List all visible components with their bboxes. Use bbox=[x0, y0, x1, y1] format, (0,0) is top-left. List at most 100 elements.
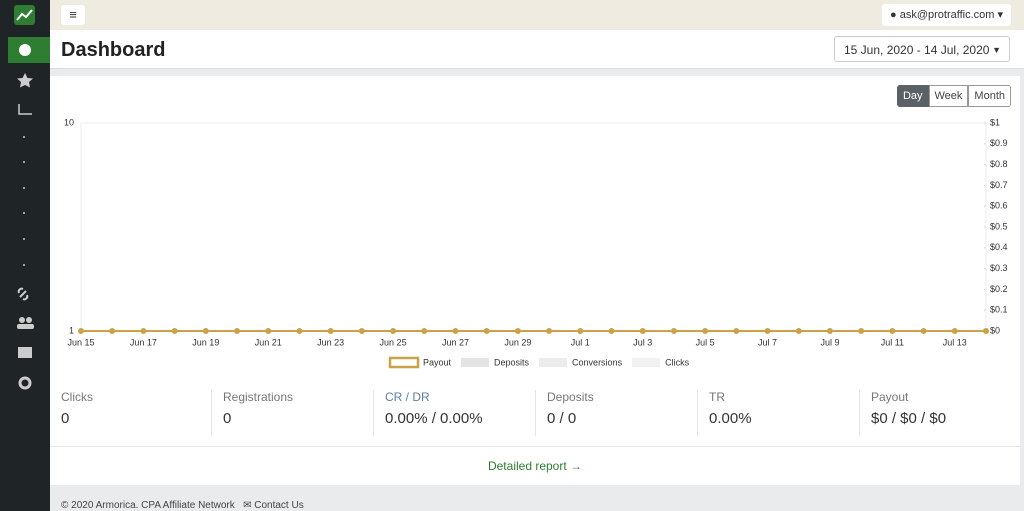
legend-swatch bbox=[461, 358, 490, 367]
nav-ads[interactable] bbox=[18, 347, 32, 358]
stat: Clicks 0 bbox=[50, 390, 212, 436]
y2-tick-label: $0.1 bbox=[990, 305, 1008, 315]
x-tick-label: Jun 27 bbox=[442, 337, 469, 347]
legend-label: Payout bbox=[423, 357, 452, 367]
data-point bbox=[109, 328, 116, 334]
data-point bbox=[889, 328, 896, 334]
data-point bbox=[826, 328, 833, 334]
data-point bbox=[546, 328, 553, 334]
x-tick-label: Jun 29 bbox=[504, 337, 531, 347]
data-point bbox=[920, 328, 927, 334]
title-bar: Dashboard 15 Jun, 2020 - 14 Jul, 2020 ▼ bbox=[50, 30, 1024, 69]
data-point bbox=[639, 328, 646, 334]
data-point bbox=[296, 328, 303, 334]
data-point bbox=[358, 328, 365, 334]
stat-label: Registrations bbox=[223, 390, 294, 404]
y2-tick-label: $0.4 bbox=[990, 242, 1008, 252]
nav-settings[interactable] bbox=[18, 376, 32, 390]
data-point bbox=[171, 328, 178, 334]
contact-link[interactable]: Contact Us bbox=[254, 500, 304, 511]
data-point bbox=[234, 328, 241, 334]
sidebar bbox=[0, 0, 50, 511]
stat: Deposits 0 / 0 bbox=[536, 390, 698, 436]
data-point bbox=[390, 328, 397, 334]
legend-swatch bbox=[539, 358, 568, 367]
topbar: ≡ ● ask@protraffic.com ▾ bbox=[50, 0, 1024, 30]
y-tick-label: 10 bbox=[64, 117, 74, 127]
page-title: Dashboard bbox=[61, 39, 166, 61]
legend-swatch bbox=[388, 356, 420, 369]
data-point bbox=[327, 328, 334, 334]
x-tick-label: Jun 25 bbox=[380, 337, 407, 347]
x-tick-label: Jun 15 bbox=[67, 337, 94, 347]
data-point bbox=[483, 328, 490, 334]
data-point bbox=[514, 328, 521, 334]
copyright: © 2020 Armorica. CPA Affiliate Network bbox=[61, 500, 235, 511]
period-button[interactable]: Day bbox=[896, 85, 929, 107]
data-point bbox=[983, 328, 989, 334]
data-point bbox=[670, 328, 677, 334]
data-point bbox=[951, 328, 958, 334]
data-point bbox=[421, 328, 428, 334]
y2-tick-label: $0.2 bbox=[990, 284, 1008, 294]
x-tick-label: Jul 7 bbox=[758, 337, 777, 347]
stat: Payout $0 / $0 / $0 bbox=[860, 390, 1021, 436]
stat-value: 0 bbox=[61, 410, 70, 427]
data-point bbox=[733, 328, 740, 334]
stat: TR 0.00% bbox=[698, 390, 860, 436]
x-tick-label: Jul 13 bbox=[943, 337, 967, 347]
data-point bbox=[265, 328, 272, 334]
data-point bbox=[764, 328, 771, 334]
data-point bbox=[608, 328, 615, 334]
y-tick-label: 1 bbox=[69, 325, 74, 335]
footer: © 2020 Armorica. CPA Affiliate Network ✉… bbox=[61, 500, 304, 511]
y2-tick-label: $0 bbox=[990, 325, 1000, 335]
x-tick-label: Jun 23 bbox=[317, 337, 344, 347]
x-tick-label: Jul 1 bbox=[571, 337, 590, 347]
data-point bbox=[202, 328, 209, 334]
user-email: ask@protraffic.com bbox=[899, 9, 995, 21]
y2-tick-label: $0.7 bbox=[990, 180, 1008, 190]
stat: CR / DR 0.00% / 0.00% bbox=[374, 390, 536, 436]
legend-label: Conversions bbox=[572, 357, 623, 367]
period-button[interactable]: Month bbox=[968, 85, 1011, 107]
y2-tick-label: $0.8 bbox=[990, 159, 1008, 169]
stat-value: $0 / $0 / $0 bbox=[871, 410, 947, 427]
stat-value: 0 / 0 bbox=[547, 410, 577, 427]
nav-favorites[interactable] bbox=[17, 73, 33, 88]
legend-label: Clicks bbox=[665, 357, 689, 367]
data-point bbox=[795, 328, 802, 334]
x-tick-label: Jun 21 bbox=[255, 337, 282, 347]
stat-value: 0.00% / 0.00% bbox=[385, 410, 483, 427]
data-point bbox=[577, 328, 584, 334]
nav-users[interactable] bbox=[19, 317, 25, 323]
data-point bbox=[858, 328, 865, 334]
x-tick-label: Jul 5 bbox=[696, 337, 715, 347]
period-button[interactable]: Week bbox=[928, 85, 969, 107]
stat-label: TR bbox=[709, 390, 725, 404]
x-tick-label: Jun 17 bbox=[130, 337, 157, 347]
date-range-text: 15 Jun, 2020 - 14 Jul, 2020 bbox=[844, 43, 990, 57]
nav-stats[interactable] bbox=[18, 104, 32, 115]
data-point bbox=[140, 328, 147, 334]
stat-label: Clicks bbox=[61, 390, 93, 404]
stat-label: Deposits bbox=[547, 390, 594, 404]
stat-value: 0.00% bbox=[709, 410, 752, 427]
menu-button[interactable]: ≡ bbox=[61, 5, 85, 25]
detailed-report-link[interactable]: Detailed report → bbox=[487, 459, 583, 473]
x-tick-label: Jun 19 bbox=[192, 337, 219, 347]
period-switch: Day Week Month bbox=[896, 85, 1011, 107]
x-tick-label: Jul 9 bbox=[820, 337, 839, 347]
y2-tick-label: $0.6 bbox=[990, 201, 1008, 211]
dashboard-card: Day Week Month Clicks 0 Registrations 0 CR… bbox=[50, 76, 1020, 485]
x-tick-label: Jul 3 bbox=[633, 337, 652, 347]
stat-label: Payout bbox=[871, 390, 909, 404]
date-range[interactable]: 15 Jun, 2020 - 14 Jul, 2020 ▼ bbox=[834, 36, 1010, 62]
nav-links[interactable] bbox=[17, 287, 29, 301]
x-tick-label: Jul 11 bbox=[881, 337, 904, 347]
stat-label: CR / DR bbox=[385, 390, 430, 404]
stat-value: 0 bbox=[223, 410, 232, 427]
legend-swatch bbox=[632, 358, 661, 367]
user-menu[interactable]: ● ask@protraffic.com ▾ bbox=[882, 4, 1011, 26]
